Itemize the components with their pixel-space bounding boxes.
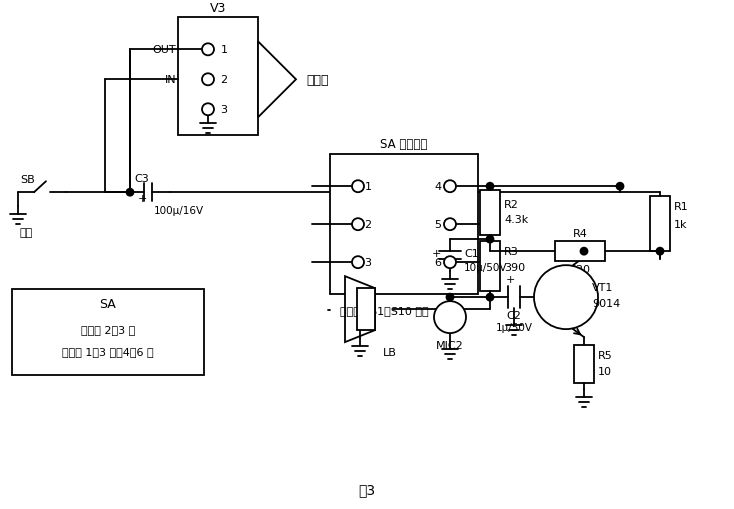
- Bar: [12, 290, 204, 375]
- Bar: [330, 155, 478, 295]
- Circle shape: [202, 44, 214, 56]
- Text: IN: IN: [164, 75, 176, 85]
- Circle shape: [534, 266, 598, 329]
- Text: 图3: 图3: [358, 482, 376, 496]
- Text: LB: LB: [383, 348, 397, 357]
- Text: 开锁: 开锁: [20, 228, 33, 238]
- Circle shape: [581, 248, 587, 255]
- Text: SA 话机开关: SA 话机开关: [380, 137, 428, 151]
- Polygon shape: [258, 42, 296, 118]
- Circle shape: [202, 104, 214, 116]
- Bar: [357, 289, 375, 330]
- Text: 3: 3: [220, 105, 228, 115]
- Text: R5: R5: [598, 350, 613, 360]
- Text: 2: 2: [365, 220, 371, 230]
- Text: 4: 4: [435, 182, 442, 192]
- Circle shape: [352, 257, 364, 269]
- Circle shape: [444, 219, 456, 231]
- Circle shape: [352, 219, 364, 231]
- Text: +: +: [432, 249, 440, 259]
- Text: +: +: [505, 275, 515, 285]
- Text: R3: R3: [504, 247, 519, 257]
- Text: 3: 3: [365, 258, 371, 268]
- Text: 1: 1: [365, 182, 371, 192]
- Text: 6: 6: [435, 258, 441, 268]
- Text: 1k: 1k: [674, 220, 688, 230]
- Text: MIC2: MIC2: [436, 341, 464, 350]
- Bar: [480, 242, 500, 292]
- Text: 390: 390: [504, 263, 525, 273]
- Text: SB: SB: [20, 175, 34, 185]
- Bar: [178, 18, 258, 136]
- Text: 摘机时 1～3 通、4～6 通: 摘机时 1～3 通、4～6 通: [62, 347, 154, 356]
- Text: R4: R4: [573, 229, 587, 239]
- Text: C1: C1: [464, 249, 479, 259]
- Text: 1μ/50V: 1μ/50V: [495, 323, 532, 332]
- Circle shape: [446, 294, 454, 301]
- Circle shape: [487, 183, 493, 190]
- Text: 2: 2: [220, 75, 228, 85]
- Text: 来自按键 S1～S10 之一: 来自按键 S1～S10 之一: [340, 305, 429, 316]
- Circle shape: [617, 183, 623, 190]
- Text: 5: 5: [435, 220, 441, 230]
- Text: V3: V3: [210, 2, 226, 15]
- Text: OUT: OUT: [153, 45, 176, 55]
- Polygon shape: [345, 276, 375, 343]
- Text: 330: 330: [570, 265, 590, 275]
- Text: 10: 10: [598, 366, 612, 376]
- Text: C2: C2: [506, 310, 521, 321]
- Bar: [480, 191, 500, 236]
- Circle shape: [444, 257, 456, 269]
- Text: R2: R2: [504, 200, 519, 209]
- Bar: [555, 242, 605, 262]
- Text: R1: R1: [674, 202, 688, 212]
- Circle shape: [487, 236, 493, 243]
- Bar: [574, 346, 594, 383]
- Text: 9014: 9014: [592, 299, 620, 308]
- Circle shape: [202, 74, 214, 86]
- Circle shape: [656, 248, 664, 255]
- Text: VT1: VT1: [592, 282, 614, 293]
- Text: SA: SA: [100, 297, 117, 310]
- Bar: [650, 197, 670, 251]
- Text: 4.3k: 4.3k: [504, 215, 528, 225]
- Text: +: +: [137, 194, 147, 204]
- Text: 挂机时 2、3 通: 挂机时 2、3 通: [81, 324, 135, 334]
- Text: 1: 1: [220, 45, 228, 55]
- Text: 到主板: 到主板: [306, 74, 329, 87]
- Circle shape: [444, 181, 456, 193]
- Circle shape: [352, 181, 364, 193]
- Text: C3: C3: [134, 174, 149, 184]
- Circle shape: [126, 189, 134, 196]
- Text: 100μ/16V: 100μ/16V: [154, 206, 204, 216]
- Text: 10μ/50V: 10μ/50V: [464, 263, 507, 273]
- Circle shape: [487, 294, 493, 301]
- Circle shape: [434, 301, 466, 333]
